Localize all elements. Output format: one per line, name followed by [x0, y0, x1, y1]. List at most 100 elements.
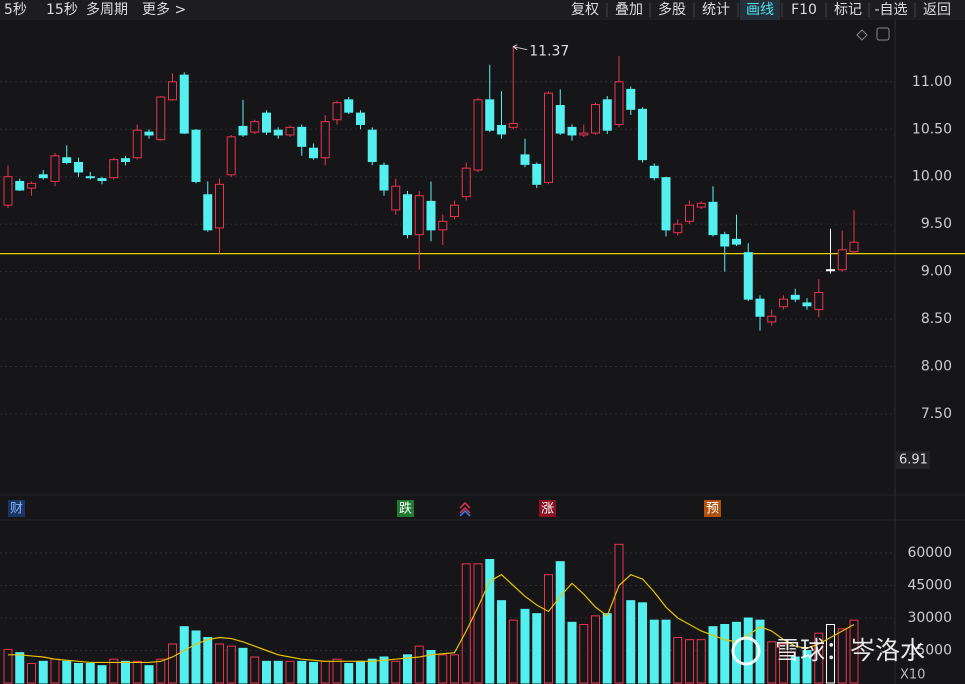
volume-bar: [379, 656, 389, 684]
toolbar-item[interactable]: 统计: [702, 2, 730, 18]
volume-bar: [391, 660, 401, 684]
candle-body: [309, 147, 318, 159]
volume-bar: [238, 647, 248, 684]
event-badge[interactable]: [8, 500, 25, 517]
candle-body: [544, 92, 553, 183]
event-badge[interactable]: [397, 500, 414, 517]
volume-bar: [344, 663, 354, 684]
volume-bar: [179, 626, 189, 684]
candle-body: [438, 220, 448, 231]
candle-body: [379, 164, 389, 191]
candle-body: [97, 178, 107, 182]
volume-bar: [356, 660, 365, 684]
volume-bar: [461, 563, 471, 684]
volume-bar: [226, 645, 236, 684]
volume-bar: [720, 624, 730, 684]
event-badge[interactable]: [704, 500, 721, 517]
candle-body: [779, 298, 788, 308]
y-tick-label: 9.50: [921, 216, 952, 232]
toolbar-item[interactable]: F10: [791, 2, 817, 18]
volume-bar: [743, 617, 753, 684]
toolbar-item[interactable]: -自选: [874, 2, 907, 18]
event-icon[interactable]: [459, 501, 471, 514]
toolbar-item[interactable]: 5秒: [4, 2, 27, 18]
candle-body: [426, 200, 436, 231]
volume-bar: [837, 628, 847, 684]
event-label[interactable]: 涨: [541, 502, 554, 517]
volume-bar: [426, 650, 436, 684]
volume-bar: [191, 630, 201, 684]
volume-bar: [250, 656, 260, 684]
candle-body: [826, 269, 835, 272]
y-tick-label: 9.00: [921, 264, 952, 280]
candle-body: [485, 99, 495, 131]
event-label[interactable]: 跌: [399, 501, 412, 517]
event-badge[interactable]: [539, 500, 556, 517]
toolbar-item[interactable]: 叠加: [615, 2, 643, 18]
candle-body: [332, 102, 342, 121]
toolbar-item[interactable]: 画线: [746, 2, 774, 18]
toolbar-item[interactable]: 复权: [571, 1, 599, 18]
candle-body: [708, 201, 718, 236]
volume-bar: [320, 660, 330, 684]
candle-body: [179, 74, 189, 134]
candle-body: [673, 223, 683, 234]
toolbar-item[interactable]: 返回: [923, 2, 951, 18]
candle-body: [156, 96, 166, 141]
toolbar-item[interactable]: 标记: [834, 2, 862, 18]
candle-body: [591, 104, 600, 134]
candle-body: [450, 204, 459, 218]
y-tick-label: 15000: [907, 643, 952, 659]
candle-body: [638, 108, 647, 161]
toolbar-active: [740, 0, 780, 20]
candle-body: [461, 167, 471, 198]
toolbar-item[interactable]: 多股: [658, 1, 686, 18]
toolbar-item[interactable]: 更多 >: [142, 1, 186, 18]
volume-bar: [614, 543, 624, 684]
volume-bar: [544, 574, 553, 684]
event-label[interactable]: 财: [10, 502, 23, 517]
icon-diamond[interactable]: [856, 29, 868, 41]
volume-bar: [297, 660, 307, 684]
volume-bar: [473, 563, 483, 684]
event-label[interactable]: 预: [706, 502, 719, 517]
toolbar-item[interactable]: 15秒: [46, 2, 78, 18]
volume-bar: [696, 639, 706, 684]
volume-bar: [673, 637, 683, 684]
candle-body: [567, 126, 577, 136]
watermark-logo: [731, 636, 761, 666]
volume-bar: [532, 613, 542, 684]
toolbar-item[interactable]: 多周期: [86, 1, 128, 18]
bottom-price-box: [896, 451, 930, 469]
volume-bar: [802, 650, 812, 684]
max-price-label: 11.37: [529, 44, 569, 60]
candle-body: [555, 105, 565, 134]
candle-body: [367, 129, 377, 163]
watermark-text: 雪球：岑洛水: [775, 636, 925, 665]
volume-bar: [15, 652, 25, 684]
candle-body: [649, 165, 659, 179]
candle-body: [121, 158, 130, 163]
icon-panel[interactable]: [876, 27, 890, 41]
candle-body: [27, 182, 36, 189]
event-icon[interactable]: [459, 509, 471, 517]
volume-bar: [203, 637, 213, 684]
volume-bar: [309, 661, 318, 684]
volume-bar: [27, 663, 36, 684]
candle-body: [497, 124, 506, 135]
candle-body: [226, 136, 236, 176]
volume-bar: [403, 654, 412, 684]
candle-body: [685, 204, 694, 222]
candle-body: [191, 129, 201, 182]
volume-bar: [497, 600, 506, 684]
candle-body: [238, 125, 248, 136]
candle-body: [837, 249, 847, 271]
volume-bar: [332, 658, 342, 684]
volume-bar: [285, 660, 295, 684]
candle-body: [532, 163, 542, 185]
event-row: 财 跌 涨 预: [8, 500, 721, 517]
volume-bar: [215, 643, 224, 684]
candle-body: [414, 195, 424, 236]
candle-body: [74, 161, 83, 173]
